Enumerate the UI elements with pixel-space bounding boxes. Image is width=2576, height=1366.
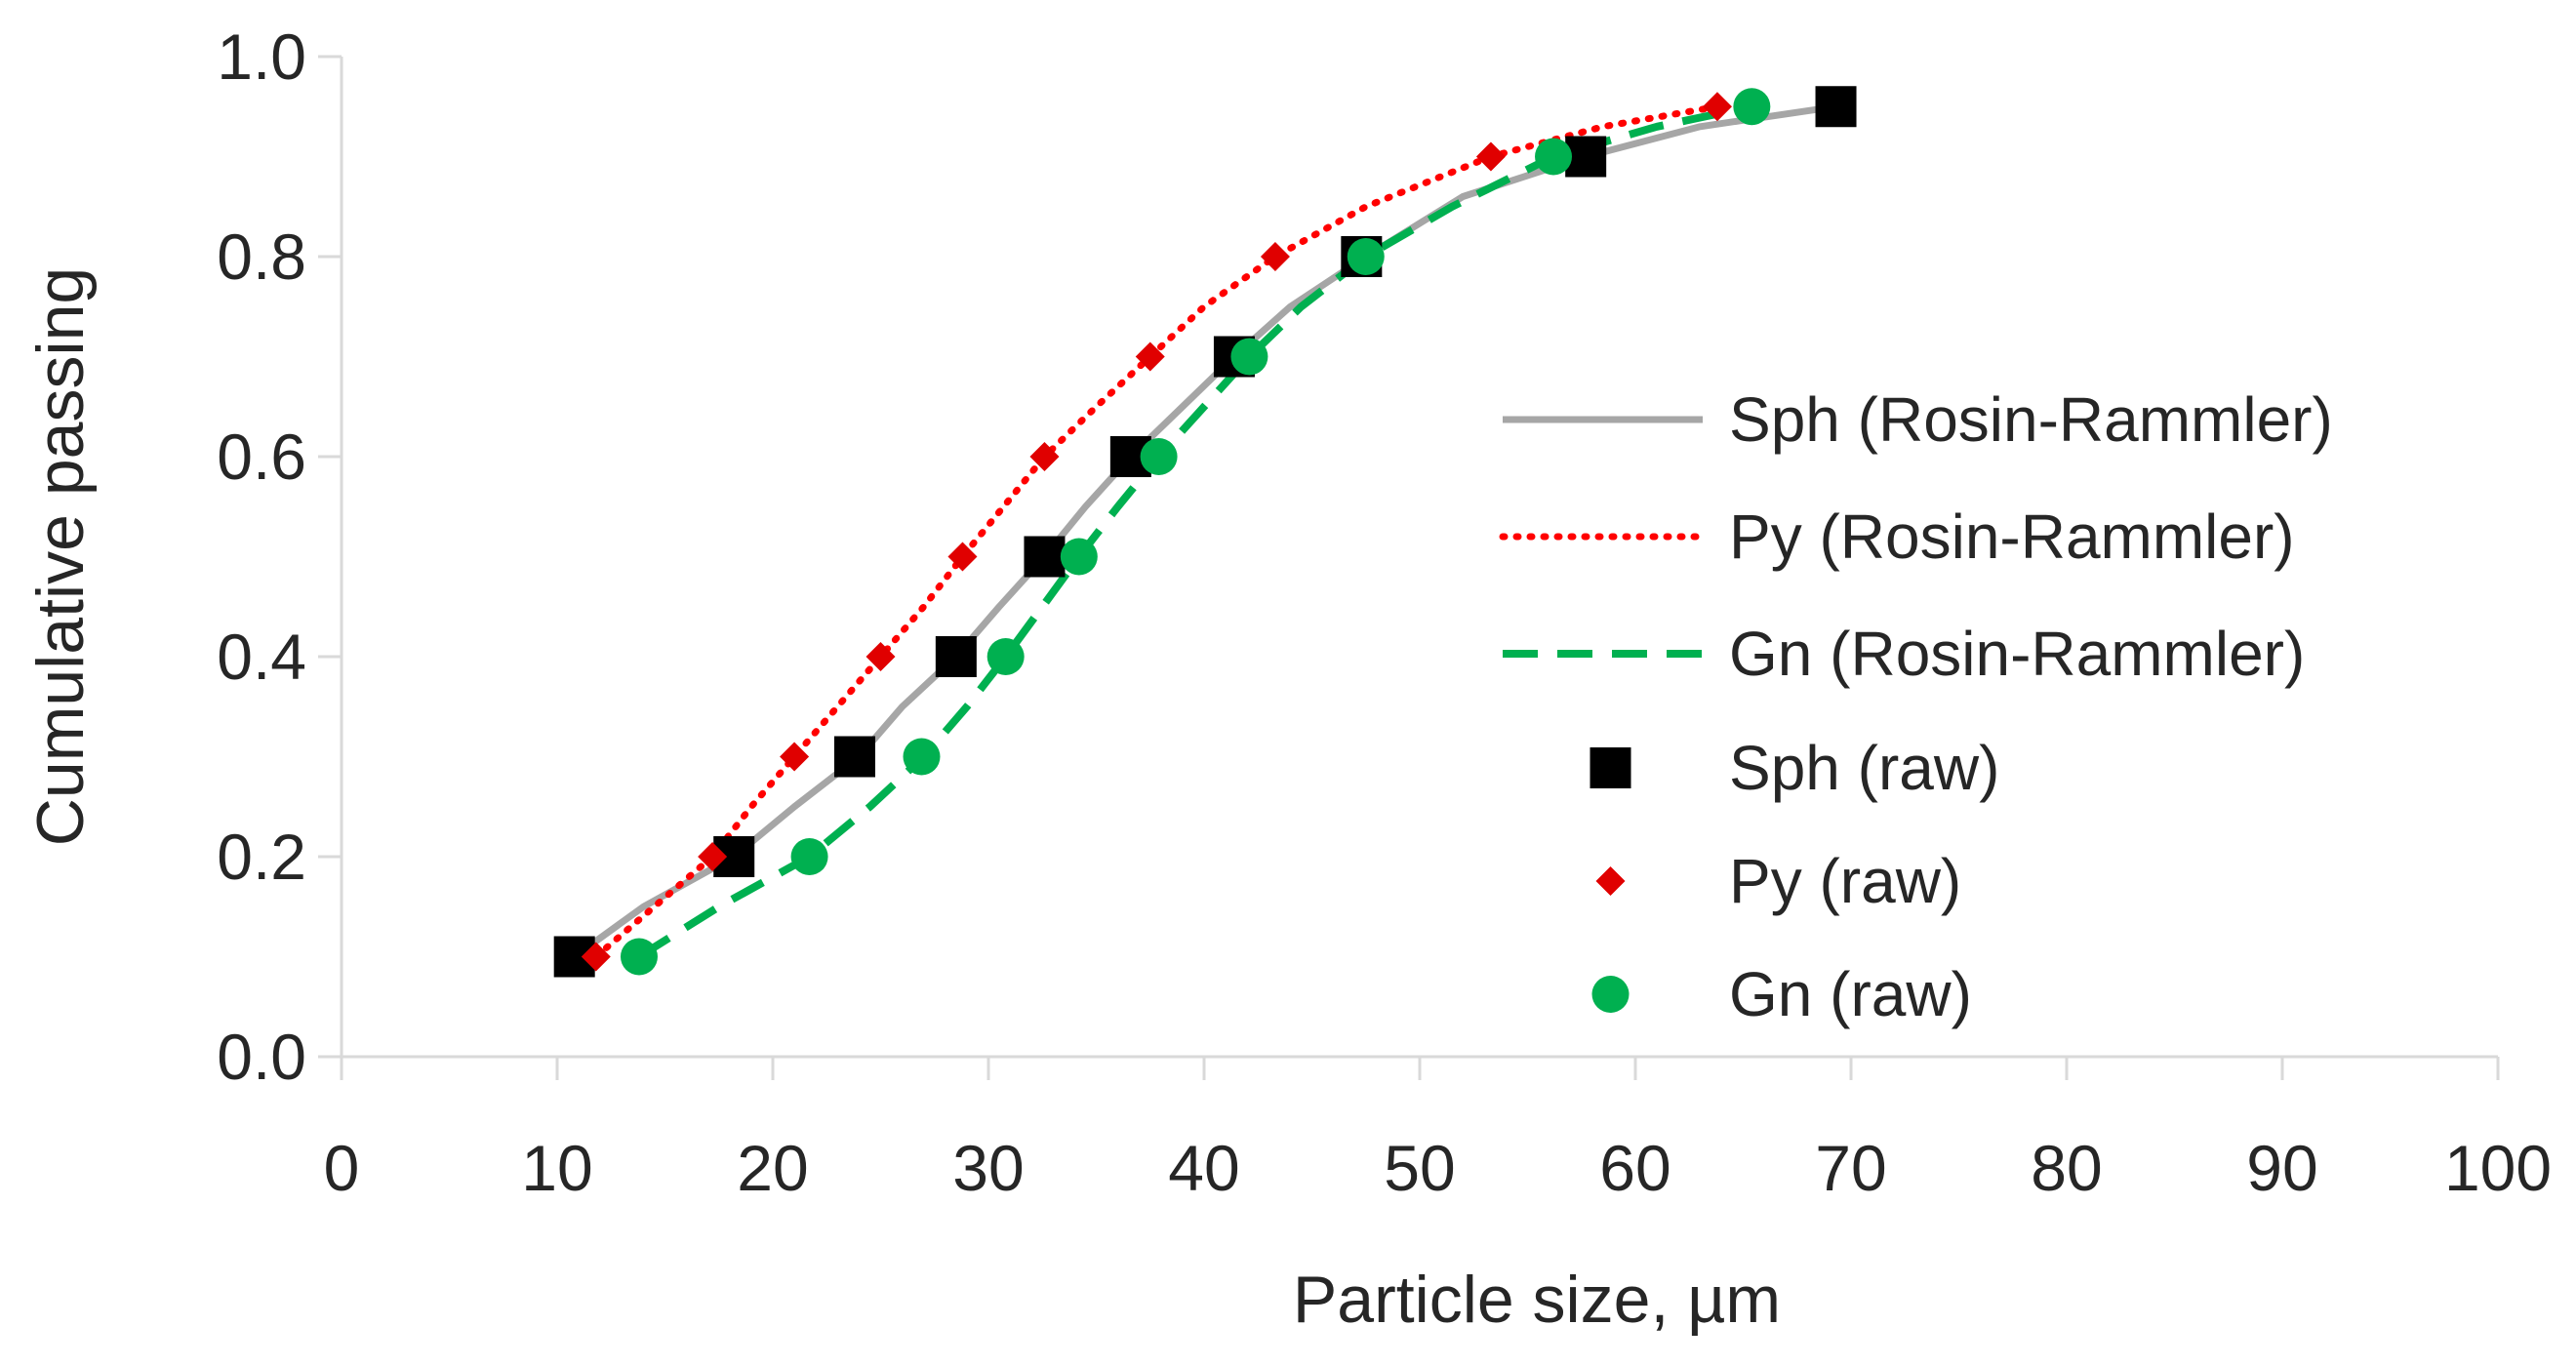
py-raw-point	[1702, 92, 1732, 122]
x-tick-label: 0	[324, 1132, 360, 1204]
legend-label: Gn (Rosin-Rammler)	[1729, 619, 2305, 689]
legend-swatch-sph-marker	[1590, 747, 1631, 788]
y-axis-ticks: 0.0 0.2 0.4 0.6 0.8 1.0	[217, 20, 342, 1093]
x-tick-label: 20	[737, 1132, 808, 1204]
legend-label: Sph (raw)	[1729, 733, 1999, 803]
y-axis-title: Cumulative passing	[23, 267, 98, 846]
legend: Sph (Rosin-Rammler) Py (Rosin-Rammler) Gn …	[1499, 384, 2333, 1029]
legend-label: Sph (Rosin-Rammler)	[1729, 384, 2333, 455]
legend-swatch-py-marker	[1595, 866, 1626, 896]
legend-label: Py (Rosin-Rammler)	[1729, 502, 2295, 572]
legend-item: Gn (Rosin-Rammler)	[1503, 619, 2305, 689]
py-raw-series	[581, 92, 1732, 972]
gn-raw-point	[1230, 338, 1268, 376]
y-tick-label: 0.0	[217, 1021, 306, 1093]
x-tick-label: 50	[1384, 1132, 1455, 1204]
fit-lines	[572, 102, 1837, 960]
x-tick-label: 100	[2444, 1132, 2552, 1204]
gn-raw-point	[620, 938, 658, 976]
legend-swatch-gn-marker	[1591, 976, 1630, 1013]
py-raw-point	[947, 542, 978, 572]
gn-raw-point	[1733, 88, 1771, 126]
axes: 0.0 0.2 0.4 0.6 0.8 1.0 0 10 20 30 40 50 60 70 80 90 10…	[217, 20, 2552, 1204]
legend-item: Py (raw)	[1595, 846, 1961, 916]
legend-item: Py (Rosin-Rammler)	[1499, 502, 2295, 572]
py-raw-point	[1260, 242, 1290, 271]
sph-raw-point	[1565, 136, 1607, 178]
legend-item: Gn (raw)	[1591, 959, 1972, 1029]
raw-markers	[553, 86, 1857, 978]
legend-label: Gn (raw)	[1729, 959, 1972, 1029]
x-axis-ticks: 0 10 20 30 40 50 60 70 80 90 100	[324, 1057, 2552, 1204]
x-tick-label: 10	[521, 1132, 592, 1204]
sph-raw-point	[935, 636, 977, 677]
py-raw-point	[1029, 442, 1060, 471]
py-raw-point	[865, 642, 896, 671]
py-raw-point	[698, 842, 728, 871]
py-raw-point	[780, 742, 810, 772]
gn-raw-point	[986, 638, 1025, 675]
sph-raw-series	[553, 86, 1857, 978]
gn-raw-point	[903, 738, 941, 776]
y-tick-label: 0.2	[217, 821, 306, 893]
y-tick-label: 1.0	[217, 20, 306, 93]
y-tick-label: 0.8	[217, 221, 306, 293]
legend-item: Sph (raw)	[1590, 733, 1999, 803]
sph-raw-point	[833, 736, 875, 778]
x-tick-label: 70	[1815, 1132, 1886, 1204]
legend-item: Sph (Rosin-Rammler)	[1503, 384, 2333, 455]
x-tick-label: 80	[2031, 1132, 2102, 1204]
gn-raw-point	[1140, 438, 1178, 475]
sph-raw-point	[1815, 86, 1857, 128]
py-raw-point	[1135, 342, 1165, 372]
gn-raw-series	[620, 88, 1771, 976]
py-raw-point	[1475, 141, 1506, 172]
sph-rosin-rammler-line	[572, 102, 1837, 960]
gn-raw-point	[1347, 238, 1385, 275]
x-tick-label: 30	[952, 1132, 1024, 1204]
y-tick-label: 0.6	[217, 421, 306, 493]
x-tick-label: 60	[1599, 1132, 1670, 1204]
y-tick-label: 0.4	[217, 621, 306, 693]
legend-label: Py (raw)	[1729, 846, 1961, 916]
gn-raw-point	[1060, 538, 1098, 576]
x-tick-label: 90	[2246, 1132, 2317, 1204]
gn-raw-point	[790, 838, 828, 875]
py-rosin-rammler-line	[592, 102, 1721, 960]
x-tick-label: 40	[1168, 1132, 1239, 1204]
gn-rosin-rammler-line	[636, 102, 1753, 960]
sph-raw-point	[1024, 536, 1066, 578]
py-raw-point	[581, 942, 611, 972]
gn-raw-point	[1535, 138, 1573, 176]
x-axis-title: Particle size, µm	[1293, 1263, 1781, 1337]
